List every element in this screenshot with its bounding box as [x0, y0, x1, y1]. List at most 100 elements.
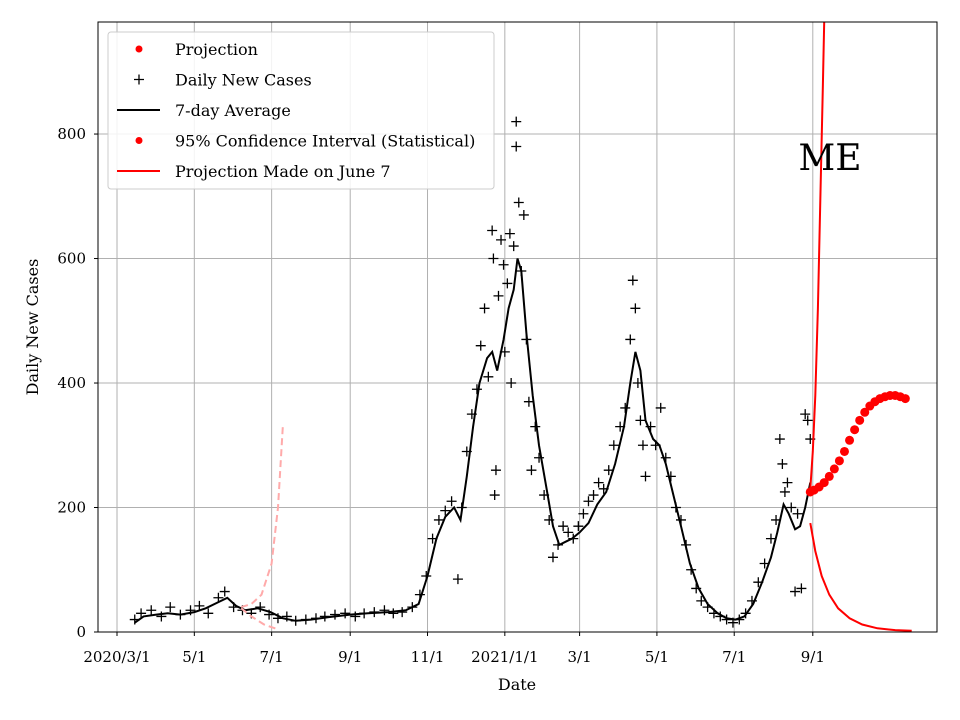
- data-point-daily-cases: [630, 303, 641, 314]
- data-point-daily-cases: [782, 477, 793, 488]
- data-point-daily-cases: [471, 384, 482, 395]
- data-point-daily-cases: [146, 605, 157, 616]
- data-point-daily-cases: [504, 228, 515, 239]
- data-point-daily-cases: [534, 452, 545, 463]
- data-point-daily-cases: [513, 197, 524, 208]
- data-point-projection: [845, 435, 855, 445]
- y-tick-label: 800: [57, 125, 86, 143]
- data-point-daily-cases: [593, 477, 604, 488]
- legend-label: 95% Confidence Interval (Statistical): [175, 132, 475, 151]
- data-point-daily-cases: [625, 334, 636, 345]
- x-tick-label: 5/1: [645, 648, 669, 666]
- data-point-projection: [850, 425, 860, 435]
- data-point-daily-cases: [388, 608, 399, 619]
- series-line-95-confidence-interval-statistical-lower: [809, 522, 912, 632]
- y-tick-label: 0: [76, 623, 86, 641]
- data-point-daily-cases: [777, 458, 788, 469]
- data-point-daily-cases: [786, 502, 797, 513]
- data-point-daily-cases: [379, 605, 390, 616]
- data-point-daily-cases: [578, 508, 589, 519]
- legend-marker-plus: [134, 74, 144, 85]
- legend-label: Projection Made on June 7: [175, 162, 391, 181]
- data-point-daily-cases: [493, 290, 504, 301]
- data-point-daily-cases: [800, 409, 811, 420]
- data-point-daily-cases: [496, 234, 507, 245]
- data-point-daily-cases: [502, 278, 513, 289]
- data-point-daily-cases: [637, 440, 648, 451]
- data-point-daily-cases: [397, 607, 408, 618]
- data-point-daily-cases: [508, 241, 519, 252]
- data-point-daily-cases: [655, 402, 666, 413]
- data-point-projection: [829, 464, 839, 474]
- x-tick-label: 7/1: [260, 648, 284, 666]
- data-point-daily-cases: [255, 602, 266, 613]
- data-point-daily-cases: [588, 490, 599, 501]
- data-point-daily-cases: [136, 608, 147, 619]
- series-line-7-day-average: [134, 258, 812, 624]
- data-point-projection: [860, 407, 870, 417]
- y-axis-label: Daily New Cases: [23, 259, 42, 396]
- legend-marker-dot: [135, 137, 143, 144]
- plot-frame: [97, 21, 938, 633]
- x-tick-label: 11/1: [411, 648, 445, 666]
- data-point-daily-cases: [627, 275, 638, 286]
- y-tick-label: 400: [57, 374, 86, 392]
- data-point-daily-cases: [433, 514, 444, 525]
- data-point-projection: [824, 471, 834, 481]
- legend-label: 7-day Average: [175, 101, 291, 120]
- series-line-95-confidence-interval-statistical-upper: [809, 22, 826, 489]
- x-axis: 2020/3/1 5/1 7/1 9/1 11/1 2021/1/1 3/1 5/1 7/1 9/…: [83, 632, 825, 666]
- data-point-daily-cases: [203, 608, 214, 619]
- data-point-daily-cases: [511, 116, 522, 127]
- x-tick-label: 9/1: [801, 648, 825, 666]
- data-point-daily-cases: [696, 595, 707, 606]
- legend-label: Projection: [175, 40, 258, 59]
- x-tick-label: 2020/3/1: [83, 648, 150, 666]
- x-axis-label: Date: [498, 675, 536, 694]
- data-point-daily-cases: [490, 465, 501, 476]
- x-tick-label: 7/1: [722, 648, 746, 666]
- data-point-daily-cases: [340, 608, 351, 619]
- data-point-daily-cases: [446, 496, 457, 507]
- legend-label: Daily New Cases: [175, 71, 312, 90]
- data-point-daily-cases: [802, 415, 813, 426]
- data-point-daily-cases: [765, 533, 776, 544]
- data-point-daily-cases: [165, 602, 176, 613]
- data-point-daily-cases: [350, 611, 361, 622]
- data-point-daily-cases: [779, 486, 790, 497]
- data-point-daily-cases: [518, 209, 529, 220]
- series-line-projection-made-on-june-7-upper: [240, 423, 284, 609]
- x-tick-label: 3/1: [568, 648, 592, 666]
- series-layer: [129, 22, 912, 632]
- data-point-daily-cases: [558, 521, 569, 532]
- x-tick-label: 5/1: [182, 648, 206, 666]
- data-point-daily-cases: [194, 600, 205, 611]
- data-point-daily-cases: [489, 490, 500, 501]
- data-point-daily-cases: [526, 465, 537, 476]
- data-point-daily-cases: [452, 574, 463, 585]
- data-point-daily-cases: [563, 527, 574, 538]
- data-point-daily-cases: [792, 508, 803, 519]
- y-axis: 0 200 400 600 800: [57, 125, 98, 641]
- legend-marker-dot: [135, 45, 143, 53]
- data-point-projection: [834, 456, 844, 466]
- data-point-daily-cases: [440, 505, 451, 516]
- data-point-daily-cases: [774, 434, 785, 445]
- data-point-daily-cases: [329, 609, 340, 620]
- data-point-daily-cases: [479, 303, 490, 314]
- data-point-projection: [855, 415, 865, 425]
- y-tick-label: 600: [57, 250, 86, 268]
- data-point-daily-cases: [608, 440, 619, 451]
- data-point-daily-cases: [640, 471, 651, 482]
- data-point-daily-cases: [483, 371, 494, 382]
- data-point-daily-cases: [219, 586, 230, 597]
- series-line-projection-made-on-june-7-lower: [240, 607, 278, 630]
- data-point-daily-cases: [511, 141, 522, 152]
- x-tick-label: 2021/1/1: [471, 648, 538, 666]
- data-point-projection: [900, 394, 910, 404]
- data-point-daily-cases: [790, 586, 801, 597]
- data-point-daily-cases: [475, 340, 486, 351]
- y-tick-label: 200: [57, 499, 86, 517]
- data-point-daily-cases: [665, 471, 676, 482]
